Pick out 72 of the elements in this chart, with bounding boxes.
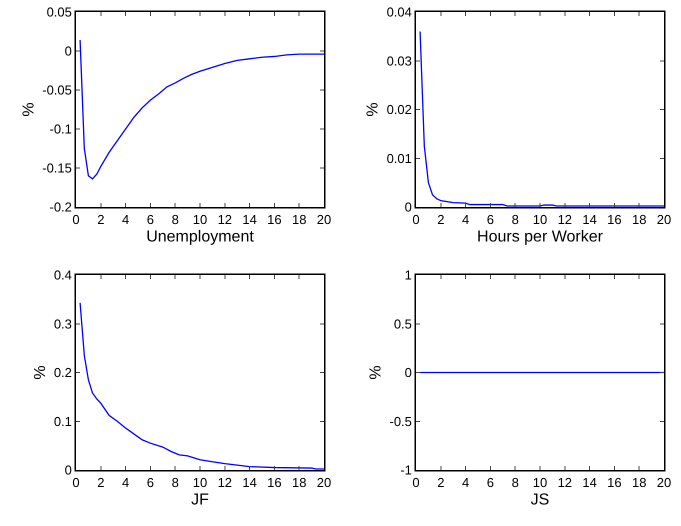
y-tick-label: 0.02	[386, 102, 412, 118]
y-tick-label: 0.4	[54, 268, 72, 283]
x-tick-label: 4	[122, 475, 130, 490]
x-tick-label: 20	[656, 475, 672, 490]
y-tick-label: 0	[404, 200, 412, 215]
x-tick-label: 10	[192, 475, 208, 490]
x-tick-label: 16	[267, 212, 282, 228]
y-tick-label: 0.01	[386, 150, 412, 166]
y-tick-label: 1	[404, 268, 412, 283]
y-tick-label: 0	[64, 44, 72, 59]
x-tick-label: 20	[316, 475, 332, 490]
y-axis-title: %	[368, 365, 385, 380]
x-tick-label: 8	[172, 212, 179, 228]
x-tick-label: 6	[146, 212, 154, 228]
y-tick-label: 0.2	[54, 365, 72, 380]
x-tick-label: 6	[486, 475, 494, 490]
y-tick-label: -0.5	[389, 414, 412, 429]
y-axis-title: %	[20, 102, 38, 117]
y-tick-label: 0.05	[46, 4, 72, 20]
x-tick-label: 16	[607, 475, 622, 490]
x-tick-label: 4	[462, 212, 470, 228]
y-tick-label: 0	[404, 365, 412, 380]
x-tick-label: 6	[486, 212, 494, 228]
y-tick-label: -0.2	[49, 200, 72, 215]
x-axis-title: Unemployment	[146, 228, 254, 246]
y-axis-title: %	[364, 102, 382, 117]
line-series	[419, 30, 664, 207]
y-axis-title: %	[32, 365, 49, 380]
x-tick-label: 2	[97, 212, 104, 228]
x-tick-label: 4	[122, 212, 130, 228]
x-tick-label: 10	[532, 212, 548, 228]
x-axis-title: JF	[191, 492, 210, 509]
x-tick-label: 20	[316, 212, 332, 228]
x-tick-label: 12	[558, 212, 572, 228]
y-tick-label: -1	[400, 462, 412, 478]
y-tick-label: -0.05	[42, 82, 72, 98]
x-tick-label: 12	[218, 475, 232, 490]
x-tick-label: 18	[292, 212, 306, 228]
x-axis-title: JS	[530, 492, 550, 509]
x-tick-label: 16	[607, 212, 622, 228]
x-tick-label: 4	[462, 475, 470, 490]
x-tick-label: 12	[218, 212, 232, 228]
x-tick-label: 12	[558, 475, 572, 490]
x-tick-label: 8	[512, 212, 519, 228]
x-tick-label: 14	[242, 212, 257, 228]
x-tick-label: 14	[242, 475, 257, 490]
x-tick-label: 2	[437, 475, 444, 490]
y-tick-label: 0.04	[386, 4, 412, 20]
x-tick-label: 8	[512, 475, 519, 490]
y-tick-label: 0.1	[54, 414, 72, 429]
x-tick-label: 20	[656, 212, 672, 228]
y-tick-label: 0.3	[54, 316, 72, 332]
x-tick-label: 8	[172, 475, 179, 490]
x-tick-label: 16	[267, 475, 282, 490]
x-tick-label: 2	[437, 212, 444, 228]
line-series	[79, 302, 324, 470]
x-tick-label: 18	[632, 475, 646, 490]
y-tick-label: -0.15	[42, 160, 72, 176]
x-tick-label: 6	[146, 475, 154, 490]
y-tick-label: 0.5	[394, 316, 412, 332]
x-tick-label: 14	[582, 475, 597, 490]
y-tick-label: 0	[64, 462, 72, 478]
line-series	[79, 39, 324, 180]
x-tick-label: 14	[582, 212, 597, 228]
x-tick-label: 10	[192, 212, 208, 228]
y-tick-label: 0.03	[386, 53, 412, 68]
x-tick-label: 2	[97, 475, 104, 490]
x-tick-label: 18	[292, 475, 306, 490]
x-tick-label: 10	[532, 475, 548, 490]
x-axis-title: Hours per Worker	[477, 228, 604, 246]
x-tick-label: 18	[632, 212, 646, 228]
y-tick-label: -0.1	[49, 122, 72, 137]
